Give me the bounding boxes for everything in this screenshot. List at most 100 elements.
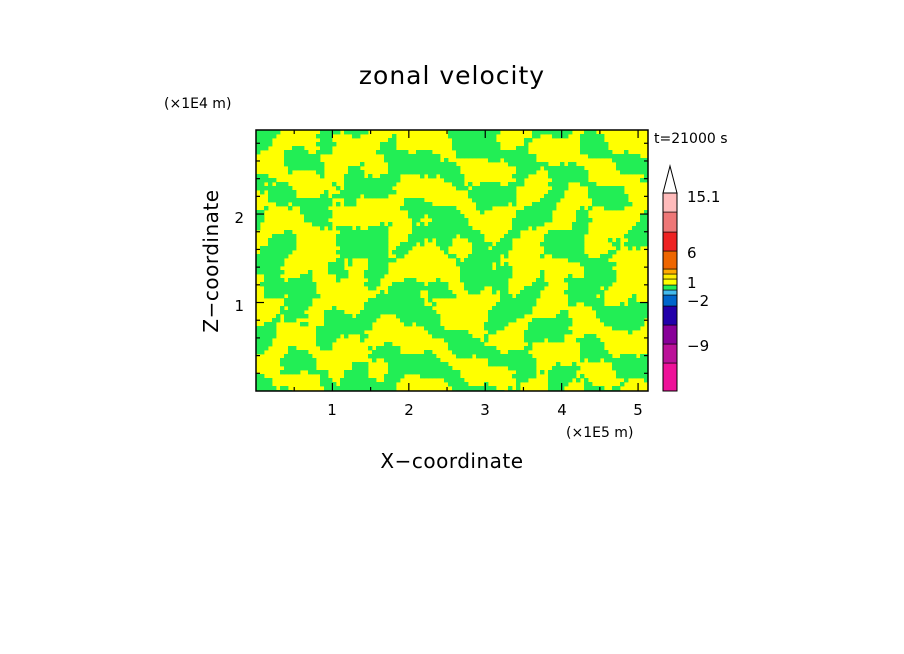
field-cell [408,198,413,203]
field-cell [580,294,585,299]
field-cell [472,346,477,351]
field-cell [400,246,405,251]
field-cell [324,210,329,215]
field-cell [448,166,453,171]
field-cell [524,362,529,367]
field-cell [628,310,633,315]
field-cell [576,258,581,263]
field-cell [592,194,597,199]
field-cell [360,318,365,323]
field-cell [284,242,289,247]
field-cell [624,358,629,363]
field-cell [324,206,329,211]
field-cell [396,290,401,295]
field-cell [464,266,469,271]
field-cell [344,382,349,387]
colorbar-cell [662,289,678,296]
colorbar-cell [662,231,678,252]
field-cell [516,146,521,151]
field-cell [264,378,269,383]
field-cell [400,354,405,359]
field-cell [348,230,353,235]
field-cell [628,318,633,323]
field-cell [532,162,537,167]
field-cell [528,206,533,211]
field-cell [384,234,389,239]
field-cell [268,282,273,287]
field-cell [548,250,553,255]
field-cell [464,278,469,283]
axis-ticks [256,130,648,391]
field-cell [284,154,289,159]
field-cell [436,238,441,243]
field-cell [452,230,457,235]
field-cell [612,278,617,283]
field-cell [392,166,397,171]
field-cell [320,134,325,139]
field-cell [464,146,469,151]
field-cell [292,290,297,295]
field-cell [636,310,641,315]
field-cell [408,298,413,303]
field-cell [292,158,297,163]
field-cell [448,218,453,223]
field-cell [276,262,281,267]
field-cell [292,366,297,371]
field-cell [256,330,261,335]
field-cell [448,254,453,259]
field-cell [392,170,397,175]
field-cell [424,154,429,159]
field-cell [432,302,437,307]
field-cell [264,346,269,351]
field-cell [608,198,613,203]
field-cell [380,174,385,179]
field-cell [540,222,545,227]
field-cell [340,254,345,259]
field-cell [344,254,349,259]
field-cell [532,166,537,171]
field-cell [296,198,301,203]
field-cell [260,182,265,187]
field-cell [348,370,353,375]
field-cell [536,338,541,343]
field-cell [472,238,477,243]
field-cell [488,278,493,283]
colorbar-cell [662,294,678,307]
field-cell [524,290,529,295]
field-cell [456,134,461,139]
field-cell [332,318,337,323]
field-cell [432,154,437,159]
field-cell [356,186,361,191]
field-cell [364,302,369,307]
field-cell [448,134,453,139]
field-cell [532,170,537,175]
field-cell [372,226,377,231]
field-cell [564,178,569,183]
field-cell [440,170,445,175]
field-cell [320,170,325,175]
field-cell [384,154,389,159]
field-cell [556,230,561,235]
field-cell [292,202,297,207]
field-cell [536,330,541,335]
field-cell [384,142,389,147]
field-cell [308,294,313,299]
field-cell [408,242,413,247]
field-cell [432,210,437,215]
field-cell [272,266,277,271]
field-cell [404,154,409,159]
field-cell [584,182,589,187]
field-cell [264,382,269,387]
field-cell [644,370,648,375]
field-cell [484,194,489,199]
field-cell [436,242,441,247]
field-cell [348,182,353,187]
field-cell [340,238,345,243]
field-cell [452,174,457,179]
field-cell [636,230,641,235]
field-cell [256,254,261,259]
field-cell [644,210,648,215]
field-cell [384,250,389,255]
field-cell [584,254,589,259]
field-cell [376,274,381,279]
